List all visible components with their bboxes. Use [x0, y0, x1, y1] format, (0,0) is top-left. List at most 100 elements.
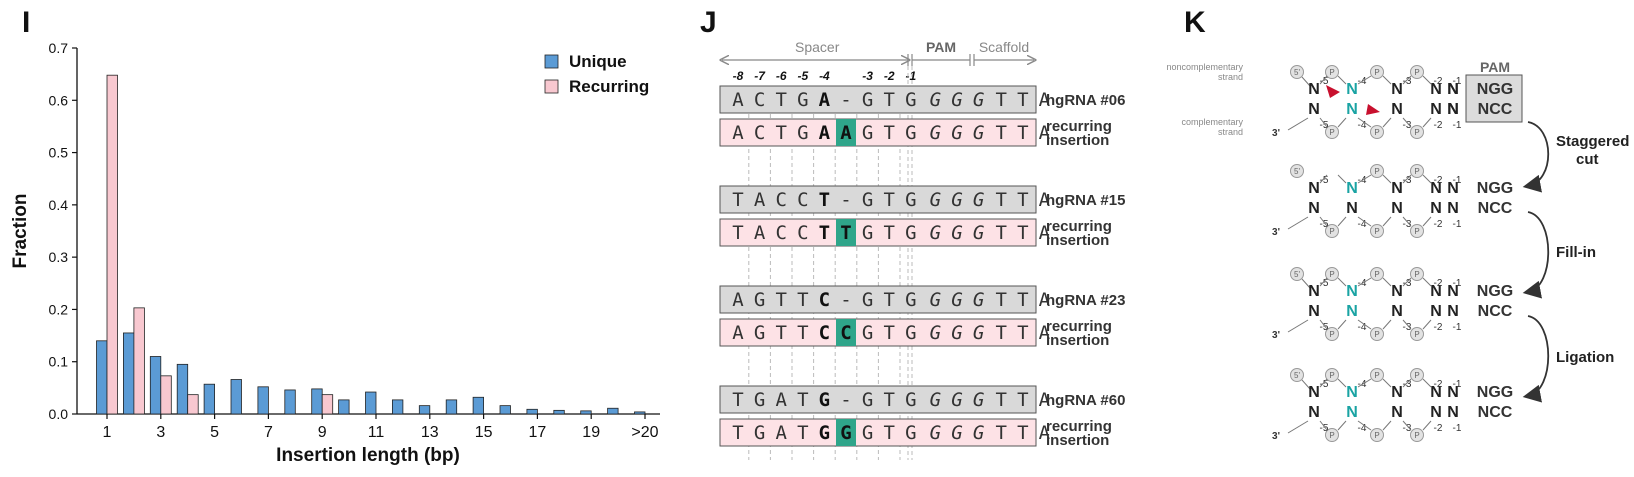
base: G — [905, 289, 916, 311]
bar-recurring — [321, 394, 334, 415]
phosphate-circle — [1370, 125, 1384, 139]
y-tick-label: 0.5 — [49, 145, 69, 161]
pam-box — [1465, 74, 1523, 123]
phosphate-circle — [1325, 224, 1339, 238]
cut-site-base: G — [819, 389, 830, 411]
position-index: -2 — [1434, 423, 1443, 434]
base: G — [905, 122, 916, 144]
base: G — [797, 122, 808, 144]
insertion-sequence-box — [719, 418, 1037, 447]
position-number: -3 — [862, 69, 873, 83]
hgrna-label: hgRNA #15 — [1046, 192, 1125, 209]
backbone — [1402, 174, 1412, 184]
pam-base: G — [930, 89, 941, 111]
phosphate-label: P — [1414, 371, 1419, 380]
backbone — [1337, 420, 1347, 431]
mechanism-diagram: noncomplementarystrandcomplementarystran… — [1166, 59, 1629, 442]
bar-recurring — [187, 394, 199, 415]
x-tick-label: 9 — [318, 424, 327, 441]
base: T — [775, 89, 786, 111]
backbone — [1357, 117, 1372, 128]
phosphate-label: P — [1329, 431, 1334, 440]
insertion-sequence-box — [719, 118, 1037, 147]
ncc-label: NCC — [1478, 101, 1513, 118]
x-tick-label: 19 — [582, 424, 600, 441]
ncc-label: NCC — [1478, 303, 1513, 320]
base: T — [797, 322, 808, 344]
nucleotide: N — [1391, 180, 1403, 197]
position-index: -2 — [1434, 278, 1443, 289]
position-number: -5 — [797, 69, 808, 83]
nucleotide: N — [1308, 283, 1320, 300]
inserted-base: A — [840, 122, 852, 144]
phosphate-circle — [1325, 327, 1339, 341]
nucleotide: N — [1430, 384, 1442, 401]
nucleotide: N — [1447, 81, 1459, 98]
backbone — [1357, 378, 1372, 388]
phosphate-label: P — [1329, 128, 1334, 137]
position-index: -2 — [1434, 76, 1443, 87]
phosphate-circle — [1370, 428, 1384, 442]
legend-swatch — [544, 79, 559, 94]
backbone — [1287, 216, 1309, 230]
backbone — [1382, 174, 1392, 184]
phosphate-label: P — [1374, 227, 1379, 236]
position-number: -4 — [819, 69, 830, 83]
base: C — [797, 189, 808, 211]
position-index: -1 — [1453, 278, 1462, 289]
base: A — [775, 422, 787, 444]
scaffold-base: T — [995, 122, 1006, 144]
backbone — [1287, 117, 1309, 131]
row-label-line2: insertion — [1046, 132, 1109, 149]
base: G — [905, 389, 916, 411]
nucleotide: N — [1391, 384, 1403, 401]
phosphate-label: P — [1414, 330, 1419, 339]
base: C — [775, 189, 786, 211]
backbone — [1337, 174, 1347, 184]
bar-unique — [176, 363, 189, 415]
cut-site-base: G — [819, 422, 830, 444]
backbone — [1382, 277, 1392, 287]
backbone — [1422, 117, 1432, 128]
backbone — [1287, 319, 1309, 333]
insertion-sequence-box — [719, 218, 1037, 247]
backbone — [1301, 278, 1311, 289]
inserted-base: T — [840, 222, 851, 244]
y-tick-label: 0.3 — [49, 249, 69, 265]
x-tick-label: 3 — [156, 424, 165, 441]
pam-base: G — [951, 189, 962, 211]
nucleotide: N — [1447, 101, 1459, 118]
bar-unique — [123, 332, 135, 415]
gap: - — [840, 289, 851, 311]
hgrna-label: hgRNA #06 — [1046, 92, 1125, 109]
insertion-sequence-box — [719, 318, 1037, 347]
backbone — [1402, 378, 1412, 388]
inserted-base-highlight — [836, 419, 856, 446]
nucleotide: N — [1346, 404, 1358, 421]
nucleotide: N — [1308, 101, 1320, 118]
backbone — [1357, 420, 1372, 431]
scaffold-label: Scaffold — [979, 39, 1029, 55]
base: A — [732, 322, 744, 344]
phosphate-circle — [1370, 327, 1384, 341]
scaffold-base: A — [1039, 189, 1051, 211]
base: T — [732, 222, 743, 244]
position-index: -3 — [1403, 219, 1412, 230]
phosphate-label: 5' — [1294, 167, 1300, 176]
phosphate-label: 5' — [1294, 371, 1300, 380]
bar-unique — [472, 396, 485, 415]
base: G — [754, 389, 765, 411]
step-arrow — [1522, 211, 1550, 299]
scaffold-base: T — [995, 289, 1006, 311]
nucleotide: N — [1346, 384, 1358, 401]
reference-sequence-box — [719, 385, 1037, 414]
step-arrow — [1522, 121, 1549, 193]
scaffold-base: A — [1039, 89, 1051, 111]
bar-recurring — [106, 74, 118, 415]
backbone — [1422, 75, 1432, 85]
three-prime: 3' — [1272, 431, 1280, 442]
position-index: -3 — [1403, 379, 1412, 390]
base: T — [883, 89, 894, 111]
position-number: -8 — [733, 69, 744, 83]
